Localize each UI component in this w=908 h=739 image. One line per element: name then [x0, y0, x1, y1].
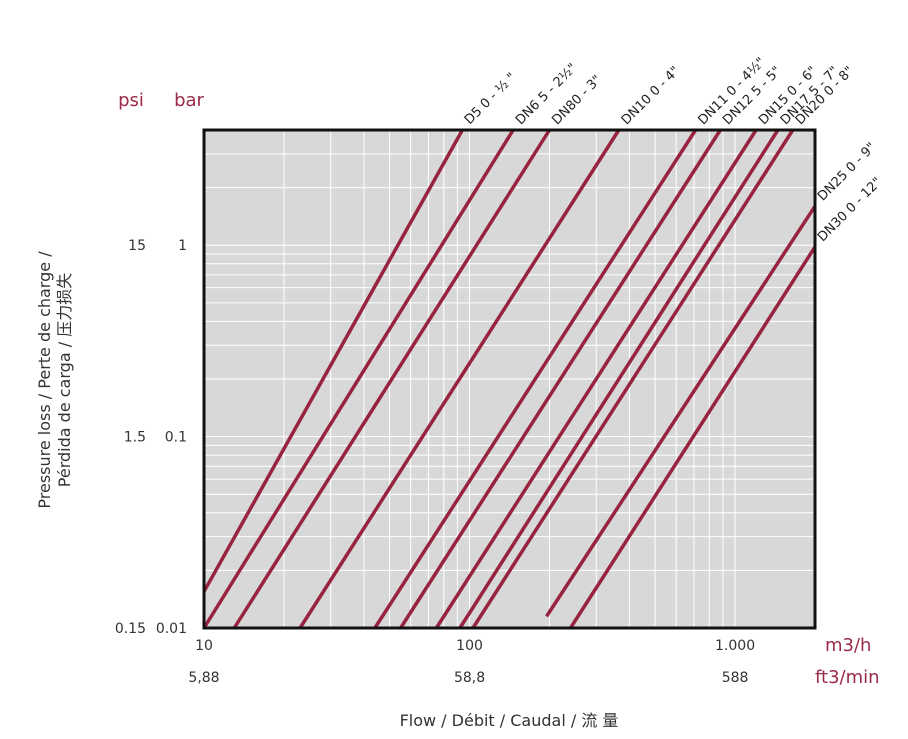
series-line — [373, 129, 698, 629]
y-tick-label-psi: 0.15 — [115, 621, 146, 637]
series-line — [434, 129, 758, 629]
series-line — [202, 129, 515, 629]
series-line — [545, 205, 817, 618]
y-tick-label-psi: 1.5 — [124, 430, 146, 446]
series-line — [471, 129, 795, 629]
x-tick-labels: 10 5,88 100 58,8 1.000 588 — [188, 638, 755, 686]
series-line — [458, 129, 780, 629]
y-tick-label-bar: 0.01 — [156, 621, 187, 637]
series-label: DN10 0 - 4" — [619, 64, 683, 128]
series-label-group: D5 0 - ½ " — [462, 70, 520, 128]
series-label: DN6 5 - 2½" — [513, 61, 580, 128]
x-tick-label-m3h: 1.000 — [715, 638, 755, 654]
series-line — [232, 129, 551, 629]
x-tick-label-m3h: 10 — [195, 638, 213, 654]
series-line — [399, 129, 722, 629]
y-axis-title-line1: Pressure loss / Perte de charge / — [35, 251, 54, 509]
y-tick-labels: 1 15 0.1 1.5 0.01 0.15 — [115, 238, 187, 637]
x-axis-title: Flow / Débit / Caudal / 流 量 — [400, 711, 619, 730]
series-label-group: DN10 0 - 4" — [619, 64, 683, 128]
psi-unit-label: psi — [118, 90, 144, 111]
bar-unit-label: bar — [174, 90, 204, 111]
series-line — [202, 129, 464, 593]
x-tick-label-m3h: 100 — [456, 638, 483, 654]
series-line — [569, 245, 817, 629]
series-lines — [202, 129, 817, 629]
ft3min-unit-label: ft3/min — [815, 667, 880, 688]
series-label-group: DN6 5 - 2½" — [513, 61, 580, 128]
y-axis-title-line2: Pérdida de carga / 压力损失 — [55, 273, 74, 487]
y-tick-label-psi: 15 — [128, 238, 146, 254]
y-tick-label-bar: 1 — [178, 238, 187, 254]
series-label: D5 0 - ½ " — [462, 70, 520, 128]
m3h-unit-label: m3/h — [825, 635, 871, 656]
x-tick-label-ft3min: 588 — [722, 670, 749, 686]
y-tick-label-bar: 0.1 — [165, 430, 187, 446]
x-tick-label-ft3min: 5,88 — [188, 670, 219, 686]
series-line — [298, 129, 621, 629]
plot-frame — [202, 128, 817, 630]
x-tick-label-ft3min: 58,8 — [454, 670, 485, 686]
